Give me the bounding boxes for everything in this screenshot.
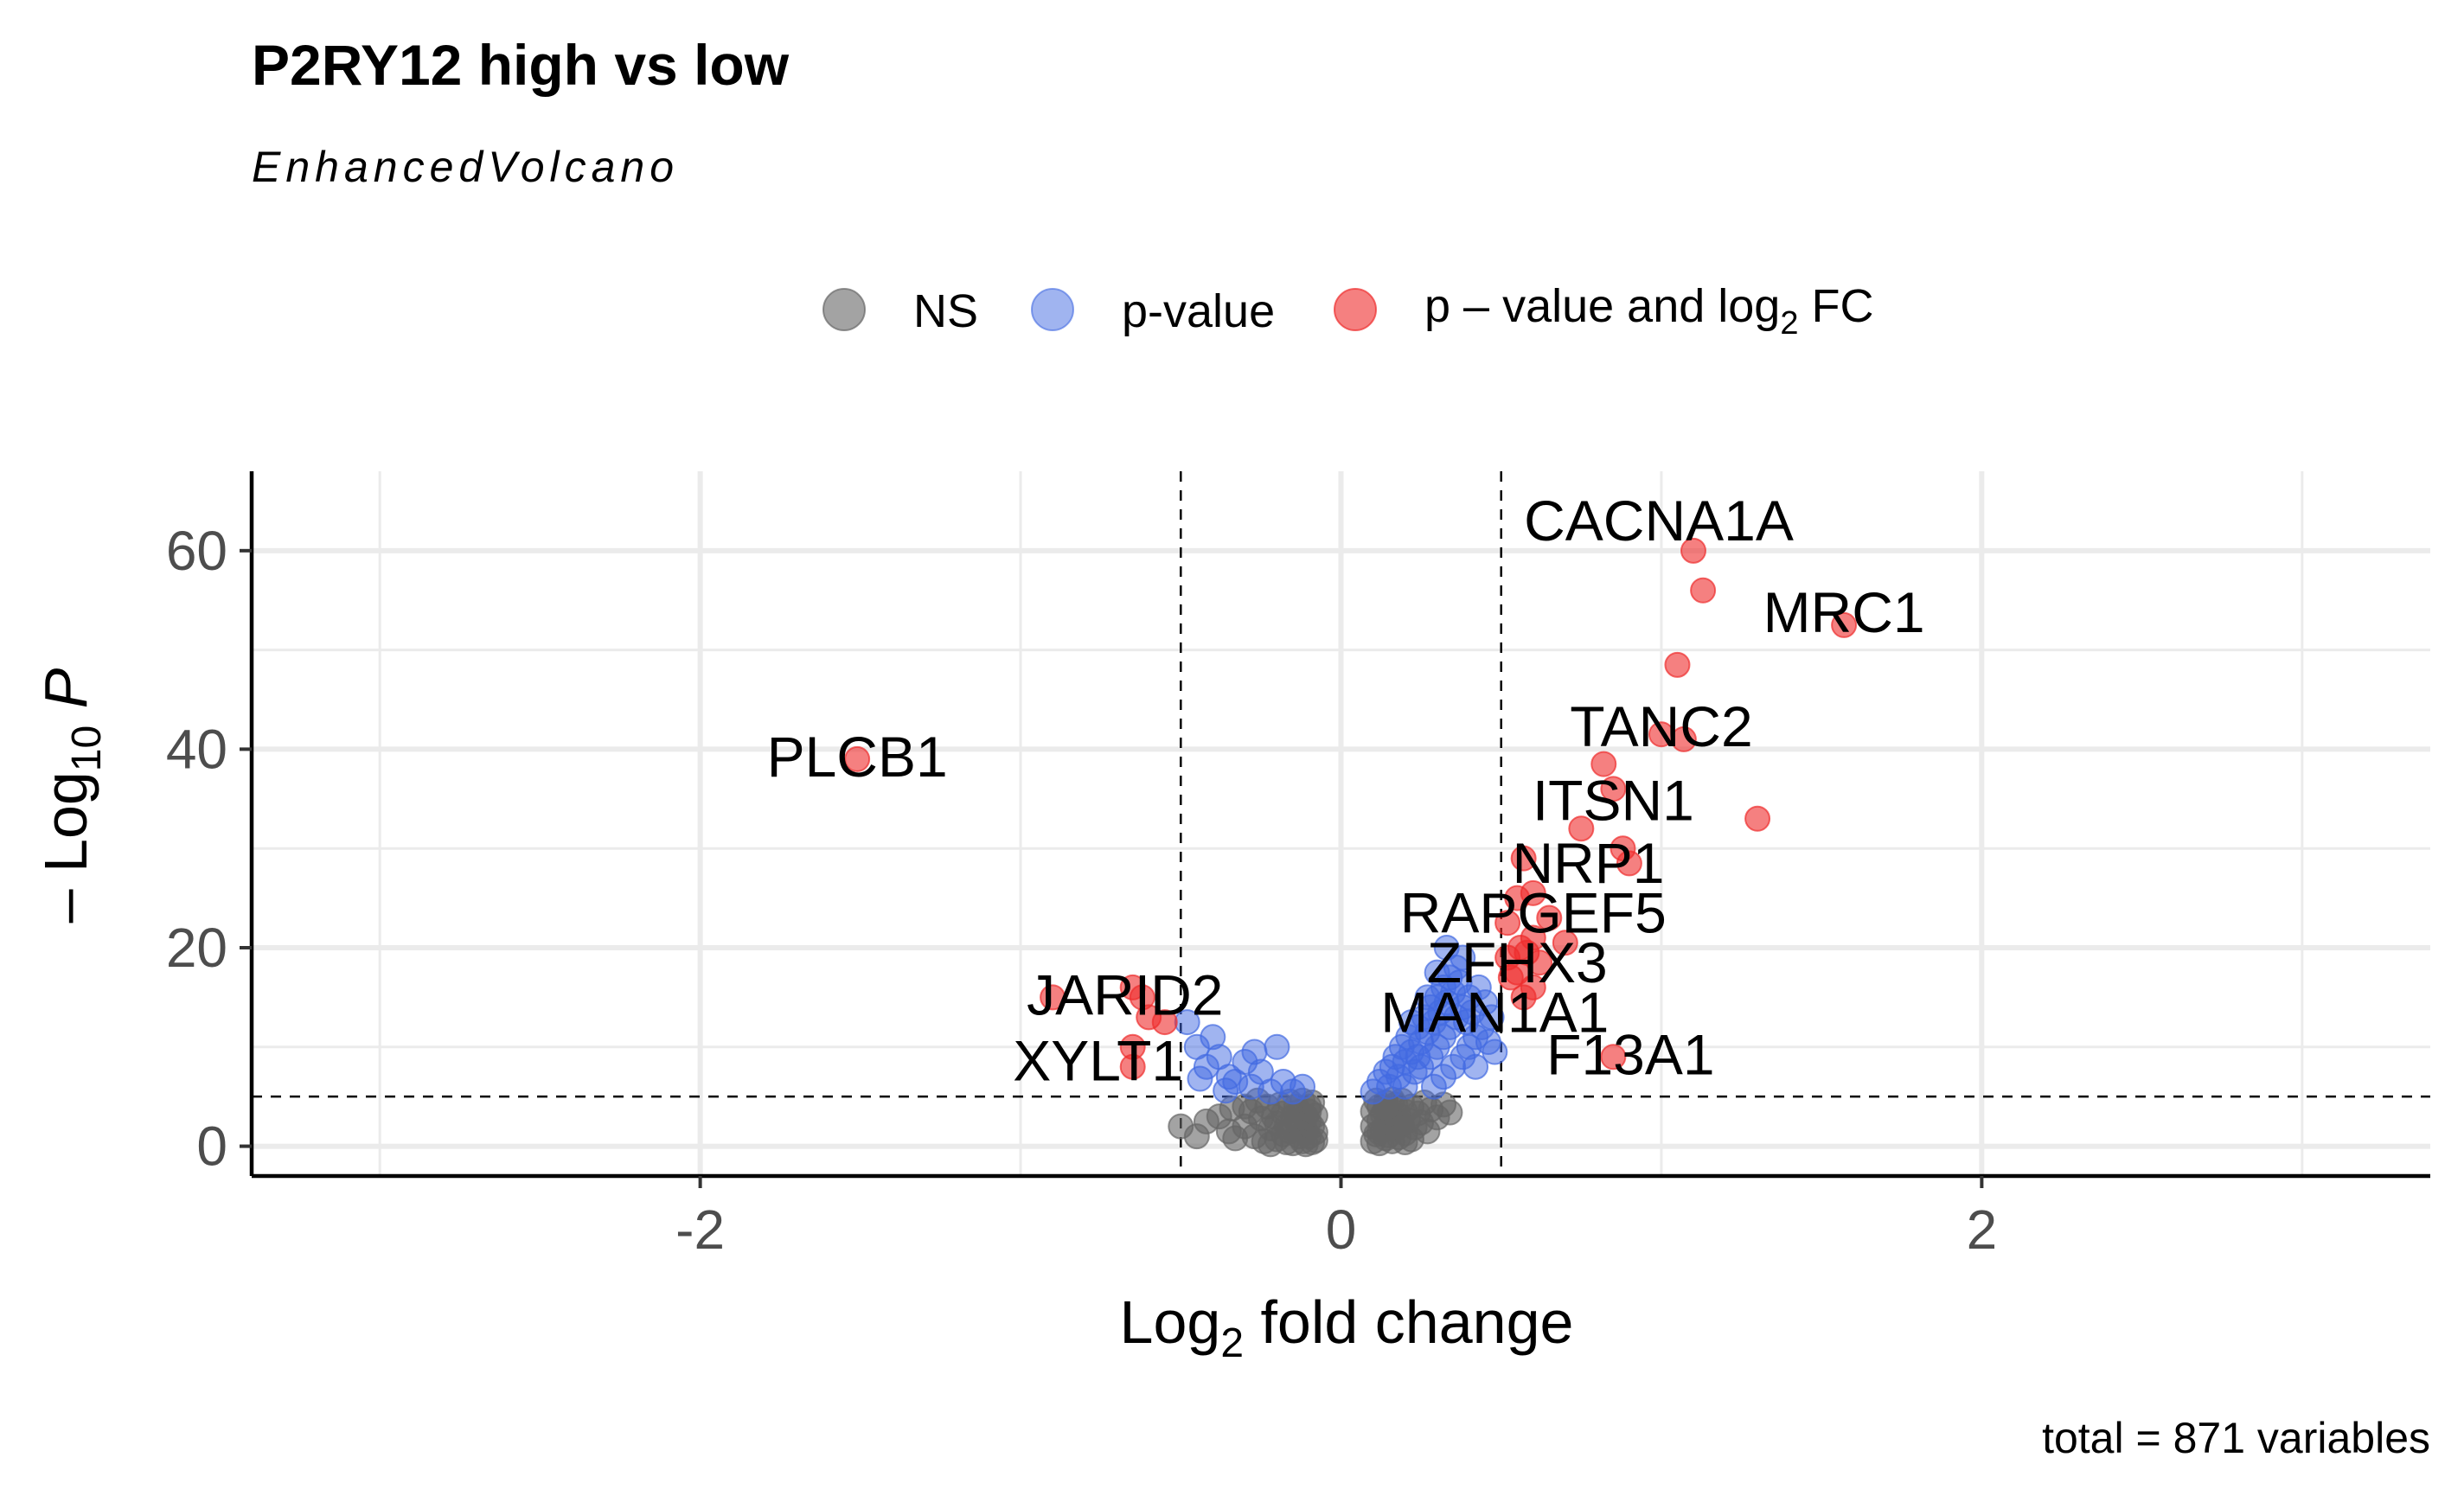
gene-label-nrp1: NRP1 [1512,831,1664,895]
x-axis-title-sub: 2 [1220,1320,1244,1366]
gene-label-xylt1: XYLT1 [1013,1029,1183,1093]
point-p-value [1462,1053,1489,1080]
point-p-value [1398,1009,1424,1036]
y-axis-title-prefix: – Log [32,771,99,923]
point-p-value [1478,1004,1505,1031]
point-ns [1392,1128,1418,1155]
point-p-value [1187,1065,1213,1092]
caption-total-variables: total = 871 variables [2042,1414,2430,1462]
point-p-value-and-log2fc [1600,1044,1627,1071]
x-tick-label: 0 [1326,1198,1357,1261]
gene-label-man1a1: MAN1A1 [1380,980,1609,1044]
point-p-value [1405,1044,1431,1071]
point-p-value-and-log2fc [1536,904,1563,931]
y-tick-label: 20 [166,917,227,979]
gene-label-jarid2: JARID2 [1027,962,1223,1026]
legend-label-main: p – value and log [1424,280,1780,332]
point-ns [1258,1131,1284,1158]
point-p-value-and-log2fc [1670,725,1697,752]
y-axis-title-sub: 10 [64,725,110,771]
gene-label-plcb1: PLCB1 [767,725,948,789]
point-p-value-and-log2fc [1552,930,1578,956]
point-p-value [1264,1033,1290,1060]
y-axis-title-italic: P [32,668,99,725]
legend-label-sub: 2 [1780,305,1798,342]
point-p-value-and-log2fc [1590,751,1617,777]
gene-label-tanc2: TANC2 [1570,694,1752,758]
point-p-value-and-log2fc [1494,944,1521,971]
point-p-value-and-log2fc [1616,850,1642,877]
data-points [844,537,1858,1158]
point-p-value-and-log2fc [1151,1009,1178,1036]
x-tick-label: -2 [675,1198,725,1261]
legend-label-ns: NS [913,285,978,337]
legend-label-p-value-and-log2fc: p – value and log2 FC [1424,280,1873,342]
gene-label-f13a1: F13A1 [1546,1022,1714,1086]
chart-subtitle: EnhancedVolcano [252,143,679,191]
point-ns [1302,1102,1328,1128]
point-p-value [1213,1077,1239,1104]
point-p-value [1433,934,1460,961]
x-tick-label: 2 [1967,1198,1998,1261]
point-p-value-and-log2fc [1831,611,1858,638]
point-p-value-and-log2fc [1690,577,1717,604]
y-tick-label: 60 [166,520,227,582]
y-tick-label: 40 [166,718,227,780]
point-p-value-and-log2fc [1664,651,1691,678]
legend-key-p-value [1031,288,1074,331]
point-p-value-and-log2fc [1510,845,1537,872]
point-ns [1437,1099,1463,1126]
legend-key-ns [822,288,866,331]
y-axis-title: – Log10 P [32,668,110,923]
gene-label-mrc1: MRC1 [1763,580,1925,644]
point-p-value [1424,959,1450,986]
point-p-value-and-log2fc [1494,910,1521,936]
legend-label-suffix: FC [1798,280,1873,332]
point-p-value [1241,1039,1268,1065]
y-tick-label: 0 [196,1115,227,1178]
point-p-value [1420,1073,1447,1100]
gene-label-itsn1: ITSN1 [1533,768,1694,832]
legend-label-p-value: p-value [1122,285,1275,337]
point-p-value [1482,1039,1508,1065]
point-p-value-and-log2fc [1568,815,1595,842]
legend: NS p-value p – value and log2 FC [822,280,1873,342]
point-p-value-and-log2fc [1040,984,1066,1011]
point-p-value-and-log2fc [1510,984,1537,1011]
point-p-value-and-log2fc [1744,805,1771,832]
point-p-value-and-log2fc [1504,885,1531,911]
point-ns [1302,1127,1328,1154]
point-p-value-and-log2fc [1526,949,1553,976]
x-axis-title-rest: fold change [1244,1288,1573,1356]
x-axis-title: Log2 fold change [1120,1288,1574,1366]
point-p-value-and-log2fc [844,745,871,772]
x-axis-title-main: Log [1120,1288,1221,1356]
gene-label-rapgef5: RAPGEF5 [1400,881,1667,945]
cutoff-lines [252,471,2430,1176]
point-p-value-and-log2fc [1680,537,1706,564]
gene-label-zfhx3: ZFHX3 [1427,930,1608,994]
grid-lines [252,471,2430,1176]
point-p-value-and-log2fc [1119,1053,1146,1080]
point-p-value-and-log2fc [1600,776,1627,802]
chart-title: P2RY12 high vs low [252,33,790,97]
gene-label-cacna1a: CACNA1A [1524,489,1794,553]
point-p-value [1414,984,1441,1011]
legend-key-p-value-and-log2fc [1334,288,1377,331]
point-p-value [1290,1073,1316,1100]
